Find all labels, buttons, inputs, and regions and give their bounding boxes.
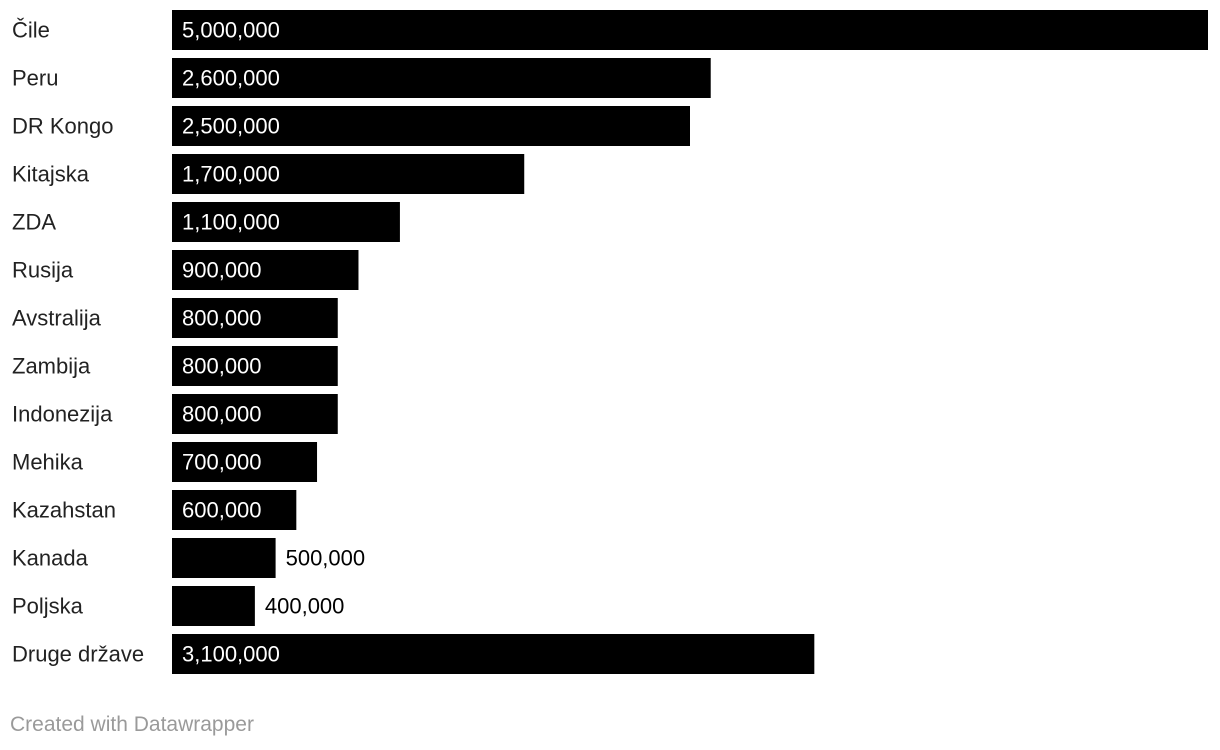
value-label: 3,100,000: [182, 642, 280, 667]
bar-row: Mehika 700,000: [12, 442, 318, 482]
value-label: 1,700,000: [182, 162, 280, 187]
value-label: 900,000: [182, 258, 262, 283]
bar-row: Zambija 800,000: [12, 346, 338, 386]
category-label: Peru: [12, 66, 58, 91]
bar-row: Čile 5,000,000: [12, 10, 1208, 50]
value-label: 500,000: [286, 546, 366, 571]
bar-row: ZDA 1,100,000: [12, 202, 400, 242]
bar-row: Kitajska 1,700,000: [12, 154, 525, 194]
bar: [172, 202, 400, 242]
bar: [172, 298, 338, 338]
category-label: Rusija: [12, 258, 74, 283]
category-label: Kazahstan: [12, 498, 116, 523]
bar: [172, 346, 338, 386]
value-label: 800,000: [182, 402, 262, 427]
bar-chart: Čile 5,000,000 Peru 2,600,000 DR Kongo 2,500,…: [12, 10, 1208, 674]
category-label: Poljska: [12, 594, 84, 619]
category-label: Mehika: [12, 450, 84, 475]
value-label: 5,000,000: [182, 18, 280, 43]
bar: [172, 10, 1208, 50]
bar-row: Rusija 900,000: [12, 250, 359, 290]
value-label: 1,100,000: [182, 210, 280, 235]
value-label: 2,500,000: [182, 114, 280, 139]
bar-row: Indonezija 800,000: [12, 394, 338, 434]
value-label: 800,000: [182, 354, 262, 379]
category-label: DR Kongo: [12, 114, 114, 139]
bar-row: Peru 2,600,000: [12, 58, 711, 98]
category-label: Druge države: [12, 642, 144, 667]
bar: [172, 538, 276, 578]
bar: [172, 106, 690, 146]
value-label: 400,000: [265, 594, 345, 619]
category-label: Kanada: [12, 546, 89, 571]
bar-row: Kanada 500,000: [12, 538, 365, 578]
bar-row: Kazahstan 600,000: [12, 490, 297, 530]
bar: [172, 250, 359, 290]
bar-row: Avstralija 800,000: [12, 298, 338, 338]
datawrapper-credit: Created with Datawrapper: [10, 713, 254, 736]
bar: [172, 154, 525, 194]
bar: [172, 490, 297, 530]
category-label: Indonezija: [12, 402, 113, 427]
bar: [172, 442, 318, 482]
bar-row: Druge države 3,100,000: [12, 634, 815, 674]
bar: [172, 394, 338, 434]
bar: [172, 634, 815, 674]
category-label: Avstralija: [12, 306, 102, 331]
bar: [172, 586, 255, 626]
value-label: 800,000: [182, 306, 262, 331]
value-label: 2,600,000: [182, 66, 280, 91]
category-label: Čile: [12, 18, 50, 43]
bar-row: Poljska 400,000: [12, 586, 344, 626]
value-label: 700,000: [182, 450, 262, 475]
bar: [172, 58, 711, 98]
category-label: Zambija: [12, 354, 91, 379]
value-label: 600,000: [182, 498, 262, 523]
category-label: ZDA: [12, 210, 56, 235]
bar-row: DR Kongo 2,500,000: [12, 106, 690, 146]
category-label: Kitajska: [12, 162, 90, 187]
